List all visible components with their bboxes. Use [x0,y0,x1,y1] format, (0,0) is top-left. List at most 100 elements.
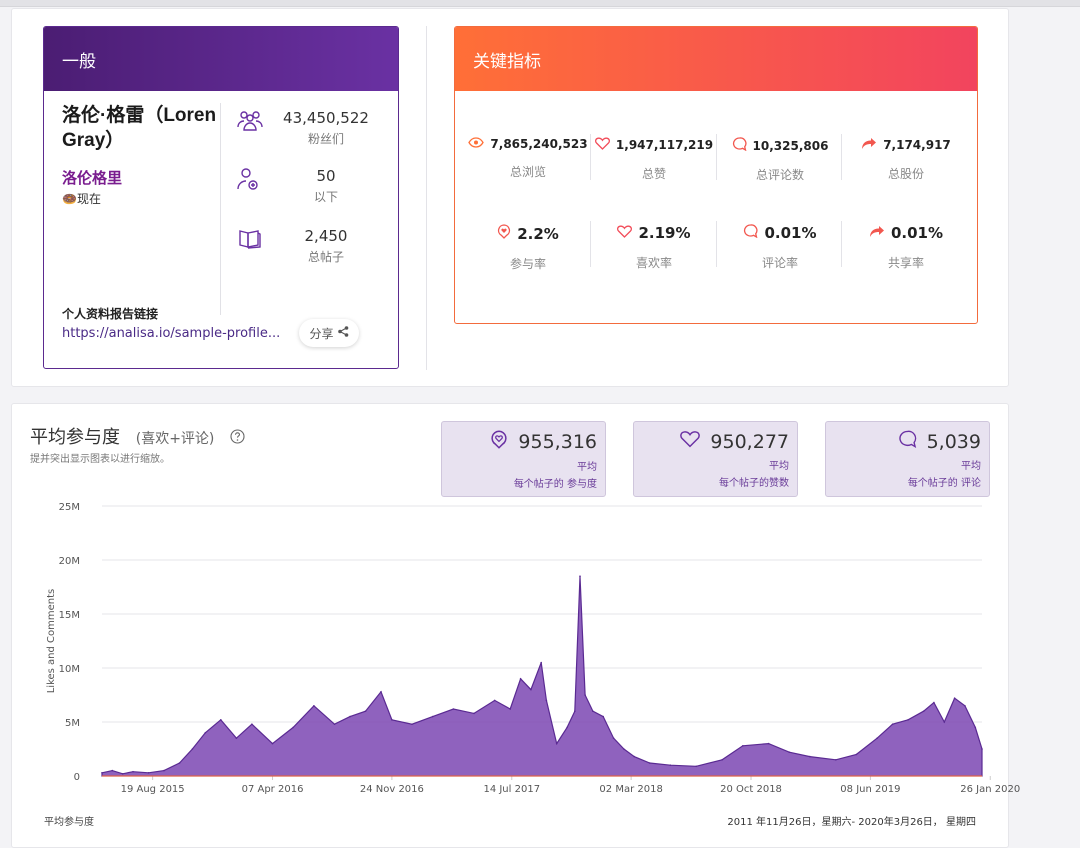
x-tick-label: 02 Mar 2018 [599,784,662,795]
data-point [251,723,253,725]
users-icon [236,109,264,137]
data-point [555,742,558,745]
kpi-comments-label: 总评论数 [755,168,804,182]
general-card-header: 一般 [44,27,398,91]
avg-comments-line1: 平均 [961,461,981,472]
comment-icon [732,137,747,154]
general-card: 一般 洛伦·格雷（Loren Gray） 洛伦格里 🍩现在 43,450,522… [43,26,399,369]
data-point [540,661,542,664]
data-point [147,772,150,774]
data-point [333,723,336,725]
y-tick-label: 0 [74,772,80,783]
comment-icon [743,224,758,242]
data-point [623,748,625,750]
engagement-subtitle: 提并突出显示图表以进行缩放。 [30,454,170,465]
x-tick-label: 07 Apr 2016 [242,784,304,795]
data-point [204,732,207,734]
share-button[interactable]: 分享 [299,319,359,347]
kpi-engagement-rate-value: 2.2% [517,224,559,243]
kpi-likes-value: 1,947,117,219 [615,138,714,152]
avg-likes-value: 950,277 [710,430,789,453]
data-point [788,751,791,753]
kpi-comment-rate: 0.01% 评论率 [717,224,843,271]
kpi-comment-rate-label: 评论率 [761,256,798,270]
profile-nickname: 洛伦格里 [62,169,123,187]
kpi-separator [716,221,717,267]
kpi-engagement-rate-label: 参与率 [509,257,546,271]
kpi-share-rate-value: 0.01% [890,224,944,242]
kpi-share-rate: 0.01% 共享率 [843,224,969,271]
browser-top-bar [0,0,1080,7]
followers-stat: 43,450,522 粉丝们 [236,109,386,147]
kpi-shares-value: 7,174,917 [883,138,951,152]
data-point [669,764,672,766]
x-tick-label: 24 Nov 2016 [360,784,424,795]
data-point [809,755,811,758]
avg-engagement-value: 955,316 [518,431,597,453]
engagement-title: 平均参与度 (喜欢+评论) [30,423,245,449]
share-arrow-icon [861,137,877,153]
kpi-separator [841,221,842,267]
x-tick-label: 14 Jul 2017 [483,784,540,795]
kpi-separator [841,134,842,180]
avg-likes-box: 950,277 平均 每个帖子的赞数 [633,421,798,497]
kpi-separator [590,221,591,267]
data-point [132,770,134,773]
data-point [579,575,581,577]
engagement-icon [497,224,511,243]
cards-divider [426,26,427,370]
data-point [964,705,966,707]
data-point [574,710,576,712]
data-point [602,715,604,718]
kpi-views: 7,865,240,523 总浏览 [465,137,591,180]
kpi-comments-value: 10,325,806 [752,138,829,153]
followers-count: 43,450,522 [283,109,369,127]
y-tick-label: 25M [59,502,80,513]
posts-count: 2,450 [304,227,348,245]
data-point [493,699,496,702]
data-point [411,723,413,725]
data-point [121,773,124,775]
kpi-share-rate-label: 共享率 [887,256,924,270]
data-point [452,708,455,710]
avg-engagement-line1: 平均 [577,462,597,473]
engagement-icon [490,430,508,454]
comment-icon [898,430,917,453]
data-point [742,745,744,747]
data-point [855,753,858,756]
heart-icon [594,137,610,153]
kpi-shares: 7,174,917 总股份 [843,137,969,182]
chart-date-range: 2011 年11月26日，星期六- 2020年3月26日， 星期四 [727,817,976,828]
profile-link-url[interactable]: https://analisa.io/sample-profile... [62,326,281,341]
data-point [313,705,315,707]
data-point [473,712,475,715]
data-point [566,726,568,729]
data-point [922,710,925,712]
data-point [220,719,222,721]
heart-icon [617,224,633,242]
engagement-title-suffix: (喜欢+评论) [135,431,215,447]
profile-name-block: 洛伦·格雷（Loren Gray） 洛伦格里 🍩现在 [62,103,232,207]
data-point [907,719,909,721]
eye-icon [468,137,485,151]
y-tick-label: 15M [59,610,80,621]
series-area [101,576,983,777]
data-point [235,737,238,739]
data-point [519,678,522,680]
data-point [721,759,723,761]
avg-comments-line2: 每个帖子的 评论 [907,478,981,489]
x-tick-label: 20 Oct 2018 [720,784,782,795]
profile-link-title: 个人资料报告链接 [62,307,159,321]
data-point [933,701,935,704]
followers-label: 粉丝们 [307,132,344,146]
general-divider [220,103,221,315]
data-point [292,726,295,729]
data-point [981,748,983,750]
help-icon[interactable] [230,428,245,449]
data-point [391,719,393,721]
data-point [943,721,946,723]
following-stat: 50 以下 [236,167,386,205]
avg-likes-line2: 每个帖子的赞数 [719,478,789,489]
engagement-chart[interactable]: 0 5M 10M 15M 20M 25M Likes and Comments 19 Aug … [20,498,1020,808]
kpi-views-value: 7,865,240,523 [490,137,588,151]
